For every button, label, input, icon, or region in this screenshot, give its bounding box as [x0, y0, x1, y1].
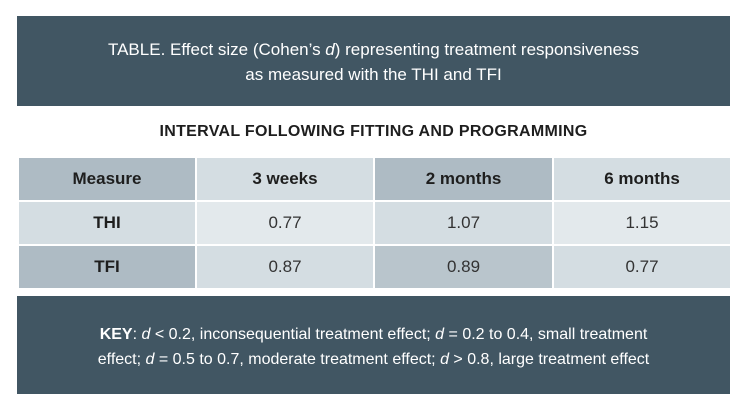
key-text-moderate: = 0.5 to 0.7, moderate treatment effect; [154, 351, 441, 368]
cell-tfi-6-months: 0.77 [552, 244, 732, 290]
key-variable-d: d [440, 351, 449, 368]
title-variable-d: d [325, 40, 335, 59]
table-title-line-2: as measured with the THI and TFI [245, 65, 502, 84]
table-title-line-1: TABLE. Effect size (Cohen’s d) represent… [17, 37, 730, 62]
key-label: KEY [99, 326, 133, 343]
cell-tfi-3-weeks: 0.87 [195, 244, 375, 290]
column-header-measure: Measure [17, 156, 197, 202]
column-header-2-months: 2 months [373, 156, 554, 202]
table-title: TABLE. Effect size (Cohen’s d) represent… [17, 16, 730, 106]
cell-thi-6-months: 1.15 [552, 200, 732, 246]
key-text-small: = 0.2 to 0.4, small treatment [444, 326, 648, 343]
title-text-start: TABLE. Effect size (Cohen’s [107, 40, 326, 59]
row-label-thi: THI [17, 200, 197, 246]
table-row: TFI 0.87 0.89 0.77 [17, 244, 732, 290]
table-key: KEY: d < 0.2, inconsequential treatment … [17, 296, 730, 394]
key-text-large: > 0.8, large treatment effect [448, 351, 650, 368]
cell-thi-2-months: 1.07 [373, 200, 554, 246]
key-text-effect: effect; [97, 351, 146, 368]
column-header-6-months: 6 months [552, 156, 732, 202]
table-header-row: Measure 3 weeks 2 months 6 months [17, 156, 732, 202]
key-line-1: KEY: d < 0.2, inconsequential treatment … [99, 326, 648, 343]
column-header-3-weeks: 3 weeks [195, 156, 375, 202]
effect-size-table: Measure 3 weeks 2 months 6 months THI 0.… [17, 156, 732, 290]
row-label-tfi: TFI [17, 244, 197, 290]
cell-thi-3-weeks: 0.77 [195, 200, 375, 246]
title-text-end: ) representing treatment responsiveness [334, 40, 640, 59]
table-row: THI 0.77 1.07 1.15 [17, 200, 732, 246]
key-variable-d: d [141, 326, 151, 343]
key-line-2: effect; d = 0.5 to 0.7, moderate treatme… [37, 347, 710, 372]
key-text-inconsequential: < 0.2, inconsequential treatment effect; [150, 326, 436, 343]
table-subtitle: INTERVAL FOLLOWING FITTING AND PROGRAMMI… [159, 123, 588, 140]
effect-size-table-figure: TABLE. Effect size (Cohen’s d) represent… [17, 16, 732, 394]
cell-tfi-2-months: 0.89 [373, 244, 554, 290]
key-variable-d: d [435, 326, 445, 343]
key-variable-d: d [145, 351, 155, 368]
